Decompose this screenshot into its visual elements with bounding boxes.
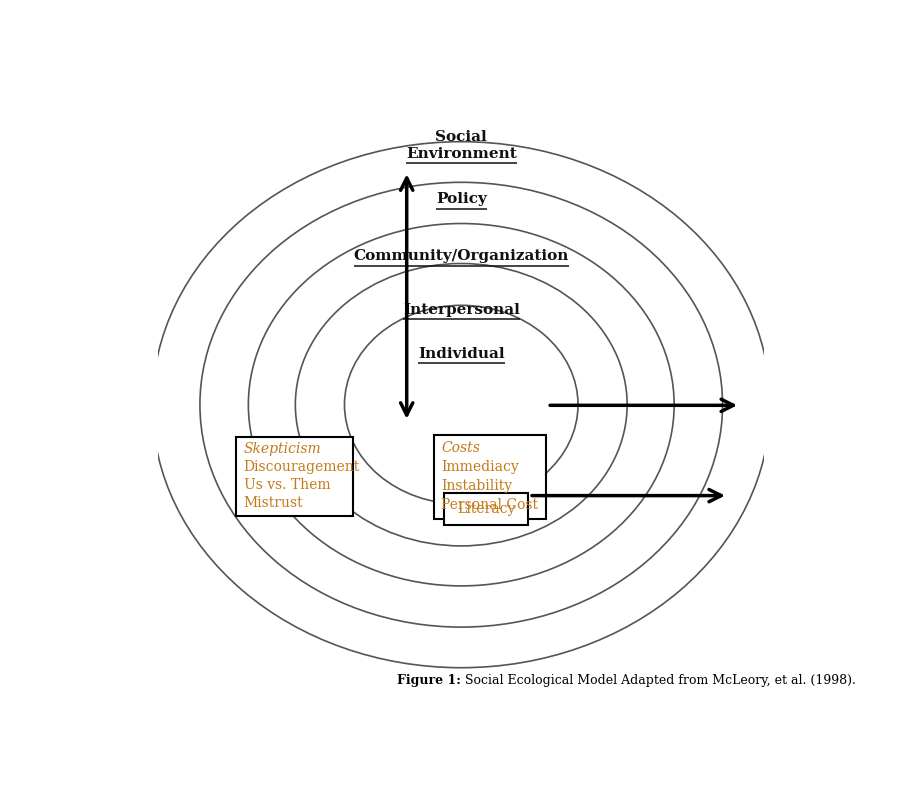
Bar: [434, 435, 546, 519]
Bar: [445, 493, 528, 525]
Text: Personal Cost: Personal Cost: [441, 498, 538, 512]
Text: Us vs. Them: Us vs. Them: [244, 478, 330, 492]
Text: Social Ecological Model Adapted from McLeory, et al. (1998).: Social Ecological Model Adapted from McL…: [461, 674, 856, 687]
Text: Discouragement: Discouragement: [244, 460, 360, 475]
Text: Instability: Instability: [441, 479, 512, 493]
Text: Social
Environment: Social Environment: [406, 130, 517, 161]
Text: Literacy: Literacy: [457, 502, 516, 516]
Bar: [237, 437, 353, 515]
Text: Community/Organization: Community/Organization: [354, 249, 569, 263]
Text: Interpersonal: Interpersonal: [403, 302, 519, 316]
Text: Individual: Individual: [418, 347, 505, 360]
Text: Skepticism: Skepticism: [244, 442, 321, 456]
Text: Costs: Costs: [441, 442, 480, 456]
Text: Figure 1:: Figure 1:: [398, 674, 461, 687]
Text: Immediacy: Immediacy: [441, 460, 519, 475]
Text: Policy: Policy: [436, 192, 487, 206]
Text: Mistrust: Mistrust: [244, 496, 303, 510]
